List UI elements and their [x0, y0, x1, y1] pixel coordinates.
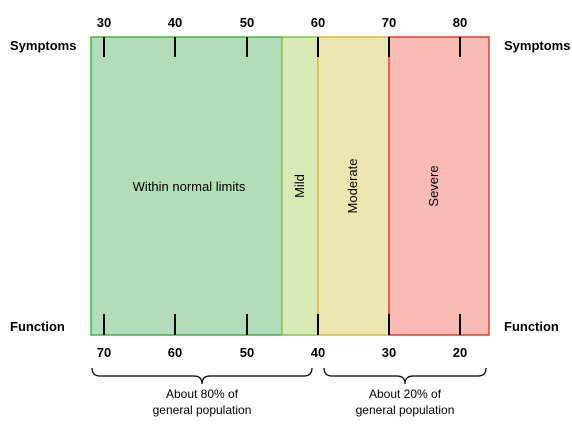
symptoms-tick-label: 60: [311, 15, 325, 30]
symptoms-tick-label: 70: [382, 15, 396, 30]
symptoms-tick-label: 40: [168, 15, 182, 30]
symptoms-tick-label: 50: [240, 15, 254, 30]
symptoms-label-left: Symptoms: [10, 38, 76, 53]
symptoms-label-right: Symptoms: [504, 38, 570, 53]
zone-label-severe: Severe: [426, 165, 441, 206]
function-tick-label: 30: [382, 345, 396, 360]
function-axis: 70 60 50 40 30 20: [97, 314, 467, 360]
zone-severe: [388, 36, 490, 336]
function-tick-label: 50: [240, 345, 254, 360]
zone-label-mild: Mild: [292, 174, 307, 198]
function-label-right: Function: [504, 319, 559, 334]
zone-moderate: [317, 36, 390, 336]
function-tick-label: 60: [168, 345, 182, 360]
zone-label-moderate: Moderate: [345, 159, 360, 214]
zones-group: [90, 36, 490, 336]
zone-label-normal: Within normal limits: [133, 179, 246, 194]
symptoms-tick-label: 30: [97, 15, 111, 30]
function-tick-label: 70: [97, 345, 111, 360]
left-population-line2: general population: [153, 403, 252, 417]
left-population-brace: [91, 367, 313, 385]
symptoms-tick-label: 80: [453, 15, 467, 30]
function-tick-label: 40: [311, 345, 325, 360]
population-braces: [91, 367, 487, 385]
left-population-line1: About 80% of: [166, 387, 239, 401]
symptoms-axis: 30 40 50 60 70 80: [97, 15, 467, 57]
zone-normal: [90, 36, 283, 336]
right-population-line1: About 20% of: [369, 387, 442, 401]
right-population-brace: [323, 367, 487, 385]
function-tick-label: 20: [453, 345, 467, 360]
zone-mild: [281, 36, 319, 336]
right-population-line2: general population: [356, 403, 455, 417]
function-label-left: Function: [10, 319, 65, 334]
